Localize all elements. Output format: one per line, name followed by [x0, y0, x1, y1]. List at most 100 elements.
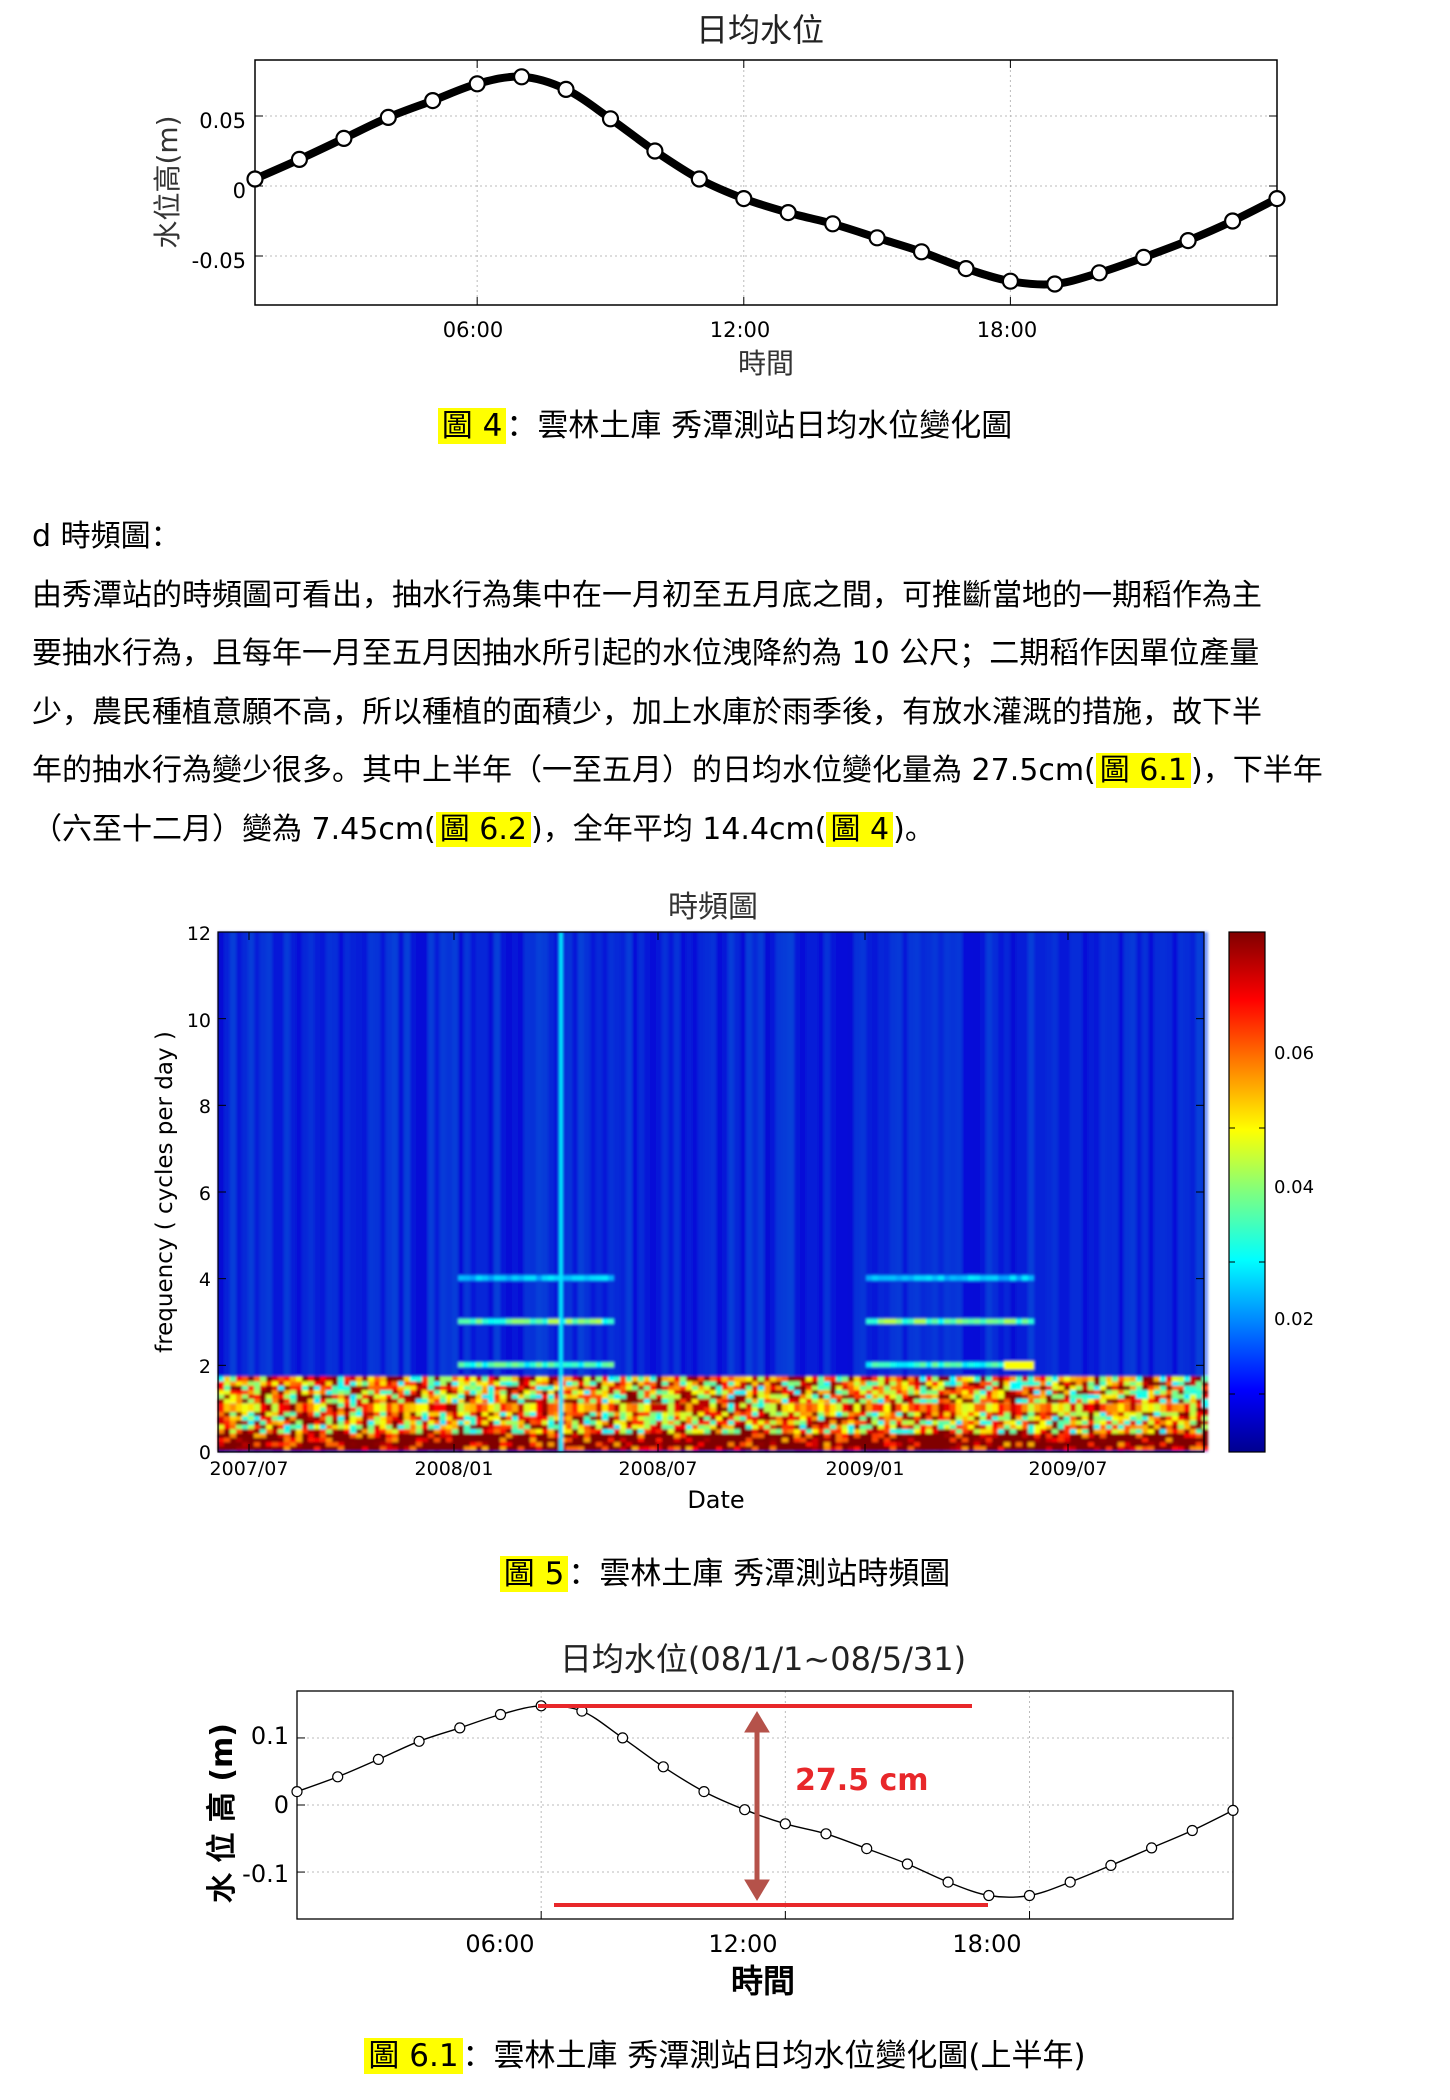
- data-point: [1227, 1804, 1239, 1816]
- data-point: [868, 229, 886, 247]
- y-tick-label: 0: [274, 1791, 289, 1819]
- y-tick-label: -0.05: [192, 249, 246, 273]
- x-axis-label: Date: [687, 1486, 744, 1514]
- x-tick-label: 2009/01: [826, 1458, 905, 1480]
- data-point: [1105, 1859, 1117, 1871]
- paragraph-line: 年的抽水行為變少很多。其中上半年（一至五月）的日均水位變化量為 27.5cm(圖…: [32, 742, 1424, 801]
- y-tick-label: 0.1: [251, 1722, 289, 1750]
- y-axis-label: 水位高(m): [151, 115, 184, 248]
- data-point: [735, 190, 753, 208]
- data-point: [912, 243, 931, 261]
- data-point: [468, 75, 486, 93]
- y-tick-label: -0.1: [242, 1860, 289, 1888]
- heatmap: [218, 932, 1208, 1452]
- data-point: [332, 1771, 344, 1783]
- data-point: [1001, 272, 1020, 290]
- data-point: [335, 129, 353, 147]
- colorbar-tick-label: 0.04: [1274, 1177, 1314, 1198]
- chart-title: 日均水位: [696, 11, 824, 49]
- paragraph-line: 由秀潭站的時頻圖可看出，抽水行為集中在一月初至五月底之間，可推斷當地的一期稻作為…: [32, 577, 1262, 613]
- data-point: [942, 1876, 954, 1888]
- section-heading: d 時頻圖：: [32, 519, 181, 554]
- figure-6-1-chart: 日均水位(08/1/1~08/5/31) 0.1 0 -0.1 06:00 12…: [205, 1640, 1239, 2000]
- x-tick-label: 2009/07: [1029, 1458, 1108, 1480]
- y-tick-label: 6: [199, 1183, 211, 1205]
- data-point: [616, 1732, 629, 1744]
- data-point: [824, 215, 842, 233]
- data-point: [657, 1761, 669, 1773]
- data-point: [646, 142, 664, 160]
- x-tick-label: 2008/01: [415, 1458, 494, 1480]
- data-point: [413, 1735, 425, 1747]
- text: )。: [893, 811, 935, 847]
- figure-5-caption: 圖 5 ：雲林土庫 秀潭測站時頻圖: [0, 1552, 1450, 1596]
- range-arrow: [744, 1711, 770, 1901]
- text: （六至十二月）變為 7.45cm(: [32, 811, 436, 847]
- text: 年的抽水行為變少很多。其中上半年（一至五月）的日均水位變化量為 27.5cm(: [32, 753, 1096, 788]
- paragraph-line: 要抽水行為，且每年一月至五月因抽水所引起的水位洩降約為 10 公尺；二期稻作因單…: [32, 636, 1260, 671]
- y-tick-label: 12: [187, 923, 211, 945]
- figure-4-label: 圖 4: [437, 408, 507, 444]
- data-point: [779, 204, 797, 222]
- data-point: [861, 1843, 873, 1855]
- figure-5-label: 圖 5: [499, 1556, 569, 1592]
- data-point: [820, 1828, 832, 1840]
- data-point: [290, 150, 308, 168]
- y-tick-label: 10: [187, 1010, 211, 1032]
- colorbar-ticks: [1229, 1127, 1265, 1395]
- data-point: [424, 91, 442, 110]
- data-point: [557, 80, 575, 99]
- data-point: [1046, 275, 1064, 293]
- data-point: [690, 170, 708, 188]
- data-point: [1268, 190, 1286, 208]
- figure-5-chart: 時頻圖 0 2 4 6 8 10 12 2007/07 2008/01 2008…: [152, 890, 1314, 1514]
- data-point: [494, 1708, 507, 1721]
- chart-title: 時頻圖: [668, 890, 758, 925]
- data-point: [1023, 1889, 1036, 1902]
- range-annotation: 27.5 cm: [795, 1763, 929, 1798]
- figure-6-1-caption-text: ：雲林土庫 秀潭測站日均水位變化圖(上半年): [462, 2038, 1086, 2074]
- figure-ref-6-2[interactable]: 圖 6.2: [435, 811, 532, 847]
- figure-6-1-caption: 圖 6.1 ：雲林土庫 秀潭測站日均水位變化圖(上半年): [0, 2034, 1450, 2078]
- text: )，下半年: [1191, 753, 1323, 788]
- data-point: [901, 1858, 914, 1870]
- data-point: [512, 68, 531, 86]
- data-point: [246, 170, 264, 188]
- data-point: [379, 108, 397, 127]
- figure-ref-4[interactable]: 圖 4: [826, 811, 894, 847]
- colorbar-tick-label: 0.02: [1274, 1309, 1314, 1330]
- chart-title: 日均水位(08/1/1~08/5/31): [560, 1640, 966, 1678]
- data-point: [601, 110, 620, 128]
- y-axis-label: frequency ( cycles per day ): [152, 1031, 178, 1353]
- y-tick-label: 8: [199, 1096, 211, 1118]
- x-tick-label: 12:00: [710, 318, 771, 342]
- section-d: d 時頻圖： 由秀潭站的時頻圖可看出，抽水行為集中在一月初至五月底之間，可推斷當…: [32, 508, 1424, 859]
- x-tick-label: 2008/07: [619, 1458, 698, 1480]
- data-point: [1145, 1842, 1158, 1854]
- colorbar-tick-label: 0.06: [1274, 1043, 1314, 1064]
- figure-6-1-label: 圖 6.1: [364, 2038, 463, 2074]
- data-point: [1223, 212, 1242, 230]
- data-point: [454, 1722, 466, 1734]
- x-tick-label: 2007/07: [210, 1458, 289, 1480]
- data-point: [779, 1818, 791, 1830]
- data-point: [957, 260, 975, 278]
- y-tick-label: 0: [199, 1442, 211, 1464]
- figure-ref-6-1[interactable]: 圖 6.1: [1095, 753, 1192, 788]
- y-tick-label: 0: [233, 179, 246, 203]
- y-tick-label: 2: [199, 1356, 211, 1378]
- data-point: [698, 1786, 710, 1798]
- data-point: [372, 1753, 384, 1765]
- data-point: [1135, 248, 1153, 266]
- data-point: [1186, 1824, 1198, 1837]
- data-point: [983, 1889, 995, 1902]
- x-tick-label: 18:00: [952, 1930, 1021, 1958]
- y-tick-label: 0.05: [199, 109, 246, 133]
- x-tick-label: 18:00: [977, 318, 1038, 342]
- data-point: [1179, 232, 1197, 250]
- figure-4-chart: 日均水位 0.05 0 -0.05 06:00 12:00 18:00 時間 水…: [0, 0, 1450, 390]
- y-tick-label: 4: [199, 1269, 211, 1291]
- data-point: [1064, 1876, 1076, 1888]
- figure-4-caption: 圖 4 ：雲林土庫 秀潭測站日均水位變化圖: [0, 404, 1450, 448]
- series-line: [296, 1704, 1234, 1898]
